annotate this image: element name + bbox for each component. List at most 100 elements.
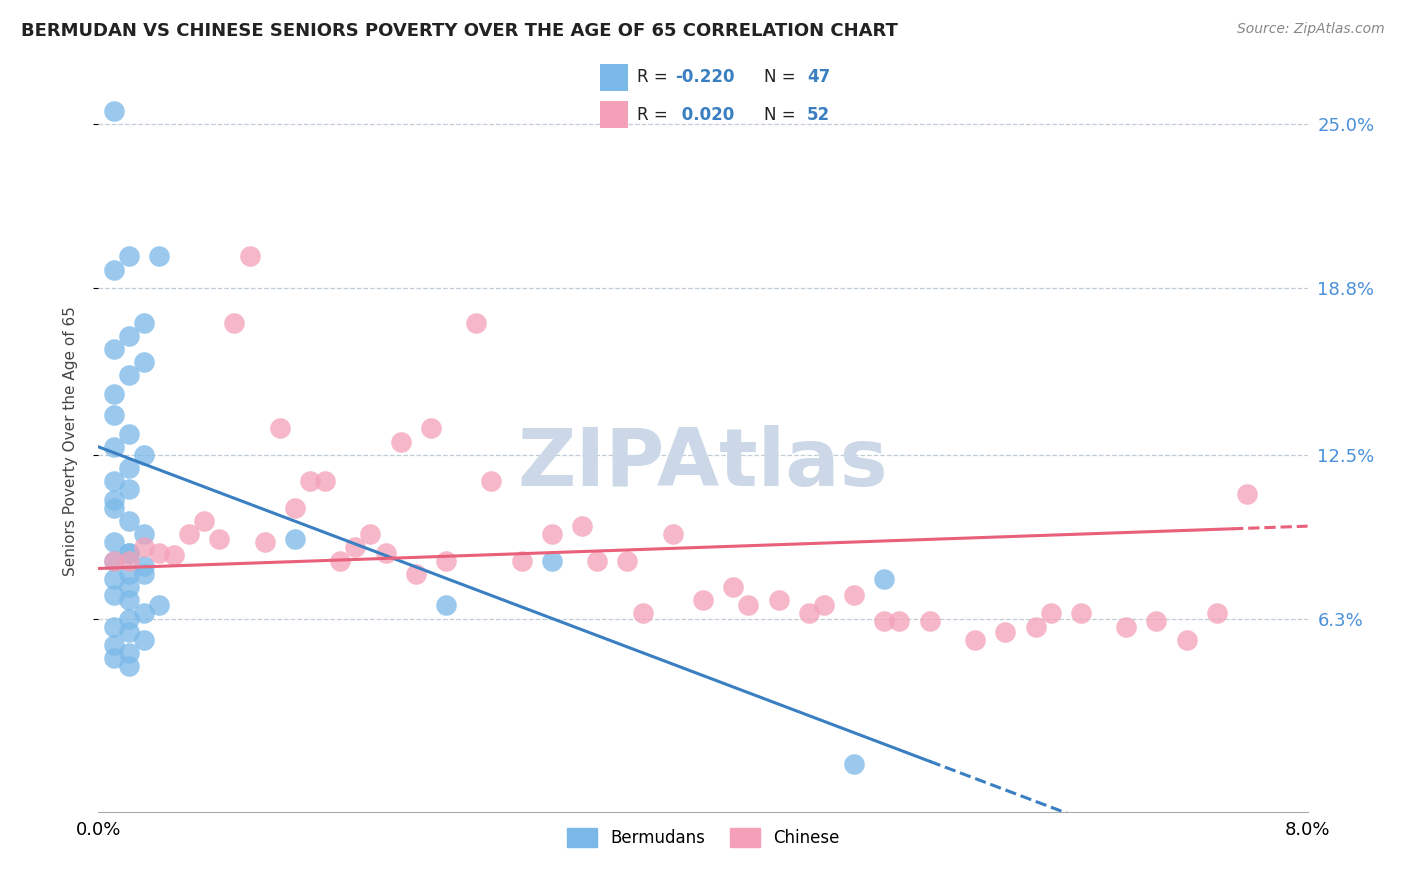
Point: [224, 316, 246, 330]
Point: [329, 553, 352, 567]
Point: [692, 593, 714, 607]
Point: [844, 588, 866, 602]
Point: [193, 514, 215, 528]
Point: [616, 553, 638, 567]
Point: [360, 527, 382, 541]
Point: [103, 588, 125, 602]
Point: [132, 558, 155, 573]
Point: [118, 514, 141, 528]
FancyBboxPatch shape: [600, 63, 627, 91]
Point: [118, 566, 141, 581]
Point: [179, 527, 201, 541]
Point: [540, 527, 562, 541]
Y-axis label: Seniors Poverty Over the Age of 65: Seniors Poverty Over the Age of 65: [63, 307, 77, 576]
Point: [661, 527, 683, 541]
Point: [103, 492, 125, 507]
Point: [723, 580, 745, 594]
Point: [994, 624, 1017, 639]
FancyBboxPatch shape: [600, 101, 627, 128]
Point: [132, 632, 155, 647]
Point: [103, 535, 125, 549]
Point: [118, 593, 141, 607]
Point: [103, 103, 125, 118]
Point: [299, 474, 322, 488]
Point: [540, 553, 562, 567]
Point: [118, 368, 141, 383]
Point: [118, 553, 141, 567]
Point: [481, 474, 503, 488]
Point: [118, 646, 141, 660]
Point: [389, 434, 412, 449]
Point: [344, 541, 367, 555]
Text: ZIPAtlas: ZIPAtlas: [517, 425, 889, 503]
Point: [103, 620, 125, 634]
Legend: Bermudans, Chinese: Bermudans, Chinese: [558, 819, 848, 855]
Point: [813, 599, 835, 613]
Point: [118, 580, 141, 594]
Point: [118, 546, 141, 560]
Point: [768, 593, 790, 607]
Point: [844, 757, 866, 772]
Point: [103, 638, 125, 652]
Text: R =: R =: [637, 69, 673, 87]
Point: [118, 659, 141, 673]
Point: [434, 553, 457, 567]
Point: [1146, 615, 1168, 629]
Point: [118, 624, 141, 639]
Text: -0.220: -0.220: [675, 69, 735, 87]
Point: [163, 548, 186, 562]
Point: [148, 546, 170, 560]
Point: [208, 533, 231, 547]
Point: [118, 426, 141, 441]
Text: BERMUDAN VS CHINESE SENIORS POVERTY OVER THE AGE OF 65 CORRELATION CHART: BERMUDAN VS CHINESE SENIORS POVERTY OVER…: [21, 22, 898, 40]
Point: [118, 461, 141, 475]
Point: [103, 474, 125, 488]
Point: [1236, 487, 1258, 501]
Text: 0.020: 0.020: [675, 105, 734, 123]
Point: [132, 355, 155, 369]
Point: [1206, 607, 1229, 621]
Text: N =: N =: [763, 69, 800, 87]
Text: N =: N =: [763, 105, 800, 123]
Point: [631, 607, 654, 621]
Point: [1039, 607, 1062, 621]
Point: [103, 262, 125, 277]
Text: Source: ZipAtlas.com: Source: ZipAtlas.com: [1237, 22, 1385, 37]
Point: [1070, 607, 1092, 621]
Point: [873, 615, 896, 629]
Point: [405, 566, 427, 581]
Point: [103, 342, 125, 356]
Point: [132, 448, 155, 462]
Point: [889, 615, 911, 629]
Point: [465, 316, 488, 330]
Point: [103, 572, 125, 586]
Point: [586, 553, 609, 567]
Point: [103, 553, 125, 567]
Point: [132, 566, 155, 581]
Point: [374, 546, 396, 560]
Point: [1115, 620, 1137, 634]
Point: [103, 651, 125, 665]
Point: [284, 500, 307, 515]
Point: [103, 553, 125, 567]
Point: [148, 250, 170, 264]
Point: [118, 328, 141, 343]
Point: [737, 599, 759, 613]
Point: [118, 482, 141, 496]
Point: [132, 541, 155, 555]
Point: [965, 632, 987, 647]
Point: [284, 533, 307, 547]
Point: [118, 546, 141, 560]
Point: [118, 612, 141, 626]
Point: [103, 387, 125, 401]
Text: R =: R =: [637, 105, 673, 123]
Text: 52: 52: [807, 105, 830, 123]
Point: [132, 527, 155, 541]
Point: [103, 408, 125, 422]
Point: [239, 250, 262, 264]
Point: [269, 421, 291, 435]
Point: [510, 553, 533, 567]
Point: [1175, 632, 1198, 647]
Point: [571, 519, 593, 533]
Point: [797, 607, 820, 621]
